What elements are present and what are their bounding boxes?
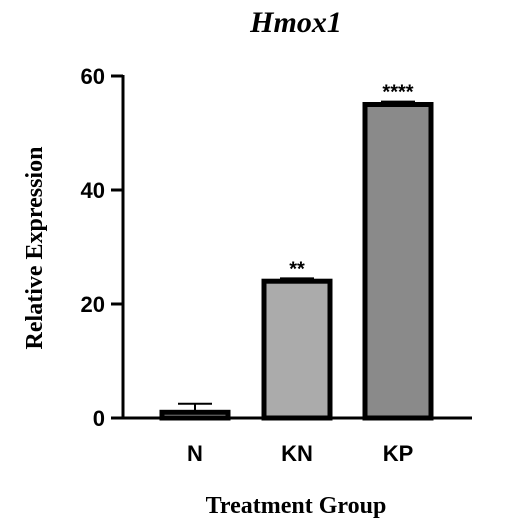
significance-kn: ** (289, 258, 305, 280)
y-tick-label-20: 20 (81, 292, 105, 317)
x-tick-label-kn: KN (281, 441, 313, 466)
y-tick-label-60: 60 (81, 64, 105, 89)
y-tick-label-0: 0 (93, 406, 105, 431)
bar-kp (362, 102, 434, 421)
plot-area: N ** KN **** KP 0 20 40 60 (81, 64, 472, 466)
y-axis-label: Relative Expression (22, 147, 48, 350)
x-tick-label-kp: KP (383, 441, 414, 466)
x-tick-label-n: N (187, 441, 203, 466)
x-axis-label: Treatment Group (206, 493, 387, 519)
bar-kn (261, 278, 333, 421)
y-tick-label-40: 40 (81, 178, 105, 203)
significance-kp: **** (382, 82, 413, 104)
chart-title: Hmox1 (249, 6, 342, 39)
